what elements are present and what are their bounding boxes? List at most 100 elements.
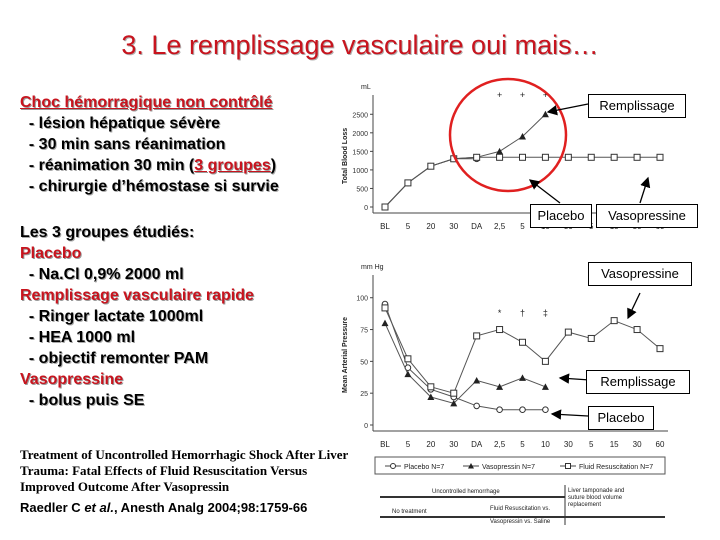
- intro-heading: Choc hémorragique non contrôlé: [20, 94, 273, 111]
- data-point: [656, 345, 664, 353]
- callout-vaso-right: Vasopressine: [588, 262, 692, 286]
- data-point: [564, 328, 572, 336]
- data-point: [381, 203, 389, 211]
- timeline-label: Vasopressin vs. Saline: [490, 519, 551, 525]
- intro-block: Choc hémorragique non contrôlé - lésion …: [20, 92, 279, 197]
- group-item: - Ringer lactate 1000ml: [28, 308, 204, 325]
- x-tick-label: 5: [406, 440, 411, 449]
- y-tick-label: 0: [364, 423, 368, 430]
- callout-placebo-mid: Placebo: [530, 204, 592, 228]
- groups-heading: Les 3 groupes étudiés:: [20, 224, 195, 241]
- significance-mark: +: [520, 90, 525, 100]
- data-point: [656, 153, 664, 161]
- group-item: - bolus puis SE: [28, 392, 145, 409]
- data-point: [542, 406, 549, 414]
- x-tick-label: 2,5: [494, 222, 506, 231]
- data-point: [473, 332, 481, 340]
- timeline-label: replacement: [568, 502, 601, 508]
- data-point: [519, 406, 526, 414]
- citation: Raedler C et al., Anesth Analg 2004;98:1…: [20, 500, 308, 515]
- callout-vaso-mid: Vasopressine: [596, 204, 698, 228]
- x-tick-label: 30: [449, 440, 458, 449]
- data-point: [610, 153, 618, 161]
- reference-title: Treatment of Uncontrolled Hemorrhagic Sh…: [20, 447, 349, 494]
- x-tick-label: 30: [564, 440, 573, 449]
- legend-marker: [390, 463, 396, 469]
- x-tick-label: 5: [589, 440, 594, 449]
- x-tick-label: 5: [406, 222, 411, 231]
- data-point: [541, 383, 549, 390]
- significance-mark: +: [497, 90, 502, 100]
- data-point: [450, 389, 458, 397]
- y-tick-label: 500: [356, 186, 368, 193]
- data-point: [473, 153, 481, 161]
- data-point: [496, 147, 504, 155]
- data-point: [587, 153, 595, 161]
- significance-mark: *: [498, 308, 502, 318]
- timeline-label: Fluid Resuscitation vs.: [490, 506, 550, 512]
- data-point: [519, 374, 526, 381]
- significance-mark: +: [543, 90, 548, 100]
- timeline-label: Liver tamponade and: [568, 488, 624, 494]
- data-point: [541, 110, 549, 118]
- x-tick-label: 60: [656, 440, 665, 449]
- data-point: [541, 153, 549, 161]
- y-tick-label: 75: [360, 328, 368, 335]
- y-tick-label: 2000: [352, 131, 368, 138]
- x-tick-label: DA: [471, 222, 483, 231]
- highlight-circle: [448, 77, 568, 193]
- x-tick-label: 10: [541, 440, 550, 449]
- y-tick-label: 50: [360, 359, 368, 366]
- data-point: [450, 399, 458, 407]
- group-item: - HEA 1000 ml: [28, 329, 136, 346]
- significance-mark: ‡: [543, 308, 548, 318]
- timeline-label: Uncontrolled hemorrhage: [432, 489, 500, 495]
- x-tick-label: 30: [449, 222, 458, 231]
- data-point: [519, 338, 526, 346]
- data-point: [496, 153, 504, 161]
- legend-marker: [565, 463, 571, 469]
- legend-label: Fluid Resuscitation N=7: [579, 464, 653, 471]
- x-tick-label: 5: [520, 440, 525, 449]
- data-point: [427, 393, 435, 400]
- intro-item: - chirurgie d’hémostase si survie: [28, 178, 279, 195]
- x-tick-label: 2,5: [494, 440, 506, 449]
- arterial-pressure-chart: 0 25 50 75 100 BL 5 20 30 DA 2,5 5 10 30 5 15 30 60 mm Hg M…: [342, 264, 668, 449]
- significance-mark: †: [520, 308, 525, 318]
- x-tick-label: BL: [380, 440, 390, 449]
- group-placebo: Placebo: [20, 245, 82, 262]
- data-point: [404, 355, 412, 363]
- intro-item: - 30 min sans réanimation: [28, 136, 226, 153]
- group-remplissage: Remplissage vasculaire rapide: [20, 287, 254, 304]
- y-tick-label: 2500: [352, 112, 368, 119]
- slide-title: 3. Le remplissage vasculaire oui mais…: [121, 30, 599, 60]
- timeline-label: No treatment: [392, 509, 427, 515]
- y-unit: mL: [361, 84, 371, 91]
- callout-placebo-right: Placebo: [588, 406, 654, 430]
- group-item: - objectif remonter PAM: [28, 350, 209, 367]
- x-tick-label: DA: [471, 440, 483, 449]
- intro-item: - lésion hépatique sévère: [28, 115, 221, 132]
- y-tick-label: 0: [364, 205, 368, 212]
- timeline-label: suture blood volume: [568, 495, 623, 501]
- series-line: [384, 322, 546, 404]
- x-tick-label: 30: [633, 440, 642, 449]
- x-tick-label: 20: [426, 222, 435, 231]
- data-point: [564, 153, 572, 161]
- data-point: [427, 383, 435, 391]
- data-point: [633, 153, 641, 161]
- data-point: [496, 406, 503, 414]
- group-vasopressine: Vasopressine: [20, 371, 124, 388]
- data-point: [427, 162, 435, 170]
- x-tick-label: 5: [520, 222, 525, 231]
- data-point: [381, 304, 389, 312]
- legend-label: Placebo N=7: [404, 464, 444, 471]
- data-point: [404, 370, 412, 378]
- data-point: [496, 383, 504, 390]
- data-point: [496, 326, 504, 334]
- data-point: [381, 319, 389, 327]
- series-line: [384, 156, 660, 208]
- y-tick-label: 1000: [352, 168, 368, 175]
- legend-label: Vasopressin N=7: [482, 464, 535, 471]
- data-point: [610, 317, 618, 325]
